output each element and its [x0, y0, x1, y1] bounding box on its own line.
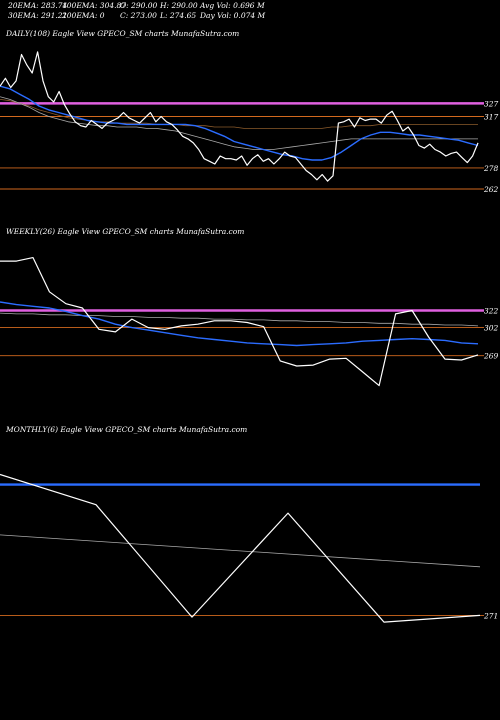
ema-line-gray — [0, 534, 481, 568]
level-label-317: 317 — [484, 113, 499, 122]
ema-line-gray — [0, 96, 478, 150]
open-stat: O: 290.00 — [120, 1, 158, 10]
weekly-chart-title: WEEKLY(26) Eagle View GPECO_SM charts Mu… — [6, 227, 245, 236]
monthly-chart: 271 — [0, 473, 498, 623]
level-label-271: 271 — [483, 611, 498, 620]
ema100-stat: 100EMA: 304.87 — [62, 1, 127, 10]
level-label-322: 322 — [484, 307, 499, 316]
weekly-chart: 322 302 269 — [0, 257, 499, 387]
ema200-stat: 200EMA: 0 — [62, 11, 105, 20]
close-stat: C: 273.00 — [120, 11, 157, 20]
ema30-stat: 30EMA: 291.21 — [8, 11, 68, 20]
price-line — [0, 51, 479, 182]
daily-chart-title: DAILY(108) Eagle View GPECO_SM charts Mu… — [6, 29, 240, 38]
price-line — [0, 473, 481, 623]
daily-chart: 327 317 278 262 — [0, 51, 499, 194]
ema-line-gray — [0, 312, 479, 327]
level-label-327: 327 — [484, 99, 499, 108]
stats-header: 20EMA: 283.74 100EMA: 304.87 O: 290.00 H… — [0, 0, 500, 24]
low-stat: L: 274.65 — [160, 11, 197, 20]
high-stat: H: 290.00 — [160, 1, 198, 10]
price-line — [0, 257, 479, 387]
monthly-chart-title: MONTHLY(6) Eagle View GPECO_SM charts Mu… — [6, 425, 248, 434]
ema-line-brown — [0, 99, 478, 129]
level-label-262: 262 — [483, 185, 499, 194]
level-label-278: 278 — [483, 164, 499, 173]
ema20-stat: 20EMA: 283.74 — [8, 1, 68, 10]
ema-line-blue — [0, 85, 479, 161]
ema-line-blue — [0, 301, 479, 347]
avg-vol-stat: Avg Vol: 0.696 M — [200, 1, 265, 10]
level-label-302: 302 — [484, 324, 499, 333]
day-vol-stat: Day Vol: 0.074 M — [200, 11, 266, 20]
level-label-269: 269 — [483, 352, 499, 361]
